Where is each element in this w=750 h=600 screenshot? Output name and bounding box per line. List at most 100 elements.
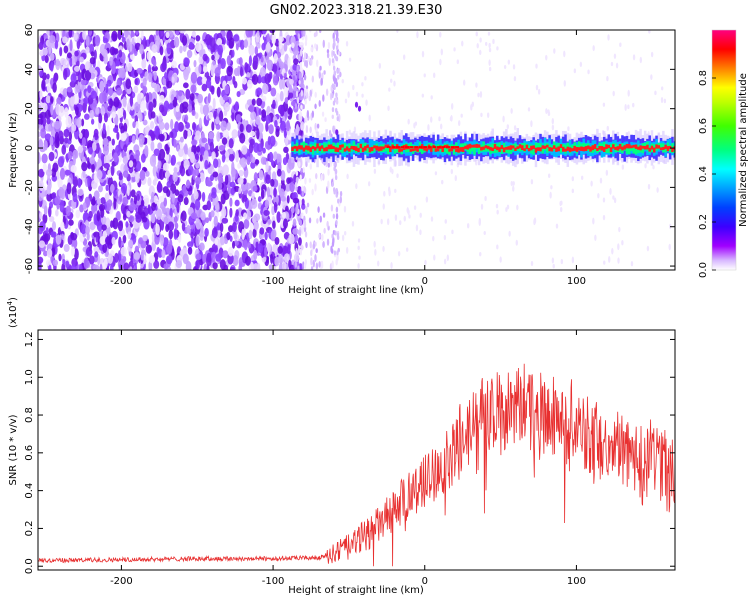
- spectrogram-cell: [211, 243, 218, 254]
- spectrogram-cell: [382, 203, 385, 210]
- spectrogram-cell: [69, 39, 73, 52]
- spectrogram-cell: [68, 30, 73, 38]
- spectrogram-cell: [175, 105, 180, 113]
- spectrogram-cell: [120, 132, 127, 142]
- spectrogram-signal-cell: [568, 147, 572, 153]
- spectrogram-cell: [170, 118, 174, 130]
- spectrogram-signal-cell: [386, 144, 390, 155]
- spectrogram-cell: [309, 163, 312, 170]
- spectrogram-signal-cell: [566, 146, 570, 151]
- spectrogram-cell: [80, 223, 87, 235]
- spectrogram-cell: [332, 125, 335, 131]
- spectrogram-signal-cell: [555, 147, 558, 152]
- spectrogram-cell: [151, 57, 155, 65]
- spectrogram-signal-cell: [559, 144, 563, 149]
- spectrogram-signal-cell: [300, 145, 303, 150]
- spectrogram-y-tick-labels: -60 -40 -20 0 20 40 60: [24, 24, 35, 275]
- spectrogram-cell: [43, 140, 48, 151]
- spectrogram-cell: [116, 87, 123, 96]
- spectrogram-cell: [361, 82, 364, 87]
- snr-y-tick-label: 0.0: [24, 558, 35, 574]
- spectrogram-cell: [194, 176, 202, 185]
- spectrogram-cell: [276, 168, 282, 177]
- spectrogram-cell: [60, 221, 65, 232]
- spectrogram-cell: [48, 151, 55, 162]
- spectrogram-y-axis-label: Frequency (Hz): [8, 112, 19, 188]
- snr-series-line: [38, 363, 675, 567]
- spectrogram-cell: [456, 59, 460, 65]
- spectrogram-signal-cell: [646, 144, 649, 150]
- spectrogram-cell: [281, 211, 287, 219]
- spectrogram-cell: [115, 60, 121, 67]
- spectrogram-cell: [547, 173, 551, 179]
- spectrogram-cell: [174, 121, 180, 133]
- spectrogram-cell: [219, 222, 224, 233]
- spectrogram-cell: [204, 159, 209, 170]
- spectrogram-cell: [331, 58, 335, 64]
- spectrogram-cell: [166, 243, 173, 255]
- snr-y-tick-label: 0.6: [24, 445, 35, 461]
- spectrogram-cell: [304, 40, 308, 47]
- spectrogram-cell: [305, 85, 309, 90]
- spectrogram-cell: [71, 56, 75, 67]
- spectrogram-y-tick-label: -20: [24, 179, 35, 195]
- spectrogram-cell: [288, 259, 292, 269]
- spectrogram-cell: [248, 229, 253, 240]
- spectrogram-cell: [318, 233, 321, 239]
- spectrogram-cell: [303, 74, 307, 81]
- spectrogram-cell: [333, 53, 337, 59]
- spectrogram-cell: [333, 85, 336, 91]
- spectrogram-cell: [282, 218, 288, 229]
- spectrogram-signal-cell: [343, 148, 347, 152]
- spectrogram-signal-cell: [471, 144, 474, 148]
- spectrogram-cell: [652, 165, 655, 170]
- spectrogram-cell: [314, 43, 317, 49]
- spectrogram-cell: [109, 263, 114, 270]
- spectrogram-signal-cell: [398, 147, 401, 153]
- spectrogram-signal-cell: [341, 144, 344, 148]
- spectrogram-cell: [537, 88, 541, 95]
- spectrogram-cell: [117, 106, 124, 118]
- spectrogram-cell: [358, 255, 361, 260]
- spectrogram-cell: [328, 57, 331, 67]
- spectrogram-cell: [48, 264, 52, 270]
- spectrogram-cell: [516, 204, 519, 211]
- spectrogram-cell: [512, 185, 515, 192]
- spectrogram-signal-cell: [486, 145, 490, 150]
- spectrogram-cell: [276, 211, 281, 223]
- spectrogram-cell: [164, 122, 170, 131]
- spectrogram-signal-cell: [314, 142, 317, 150]
- snr-panel: -200 -100 0 100 0.0 0.2 0.4 0.6 0.8 1.0 1.2 Heigh…: [6, 297, 676, 596]
- spectrogram-cell: [187, 103, 193, 113]
- spectrogram-cell: [324, 117, 327, 123]
- spectrogram-cell: [55, 103, 60, 115]
- spectrogram-cell: [639, 56, 643, 64]
- spectrogram-cell: [122, 89, 127, 97]
- spectrogram-cell: [592, 45, 595, 52]
- spectrogram-cell: [159, 45, 164, 56]
- spectrogram-cell: [613, 197, 617, 204]
- spectrogram-cell: [295, 247, 298, 256]
- spectrogram-cell: [59, 57, 67, 66]
- spectrogram-cell: [382, 245, 385, 252]
- spectrogram-cell: [46, 73, 50, 80]
- spectrogram-cell: [256, 30, 260, 37]
- spectrogram-cell: [147, 204, 151, 214]
- spectrogram-cell: [137, 93, 142, 105]
- spectrogram-cell: [283, 253, 290, 263]
- spectrogram-cell: [527, 107, 531, 112]
- spectrogram-cell: [51, 221, 57, 231]
- spectrogram-cell: [308, 178, 312, 183]
- spectrogram-cell: [157, 142, 163, 150]
- spectrogram-cell: [506, 204, 510, 210]
- spectrogram-cell: [179, 30, 186, 34]
- snr-y-scale-label: (x104): [6, 297, 19, 328]
- spectrogram-signal-cell: [532, 145, 535, 150]
- spectrogram-cell: [158, 30, 165, 40]
- spectrogram-cell: [78, 263, 83, 270]
- spectrogram-signal-cell: [625, 143, 629, 154]
- spectrogram-cell: [195, 235, 200, 247]
- spectrogram-cell: [300, 122, 303, 131]
- spectrogram-signal-cell: [411, 148, 415, 152]
- spectrogram-cell: [87, 175, 91, 188]
